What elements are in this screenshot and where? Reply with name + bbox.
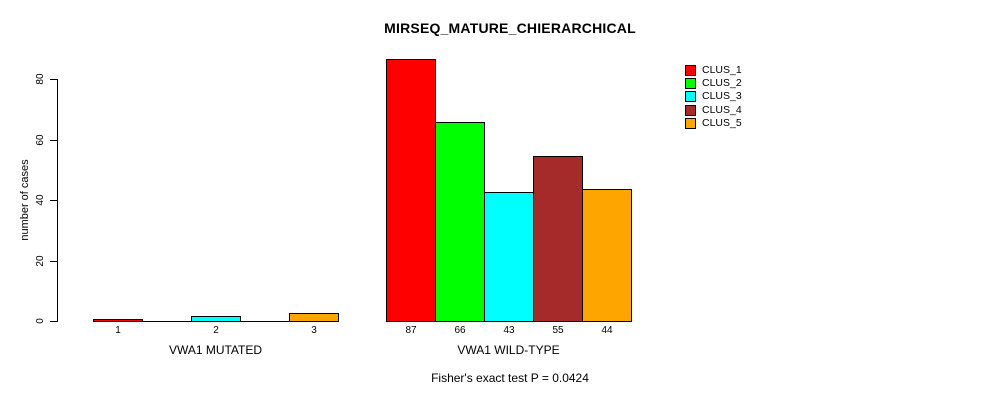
- legend-item: CLUS_4: [685, 104, 742, 116]
- y-axis-tick-label: 40: [35, 194, 46, 206]
- legend-item: CLUS_1: [685, 64, 742, 76]
- legend: CLUS_1 CLUS_2 CLUS_3 CLUS_4 CLUS_5: [685, 64, 805, 134]
- chart-title: MIRSEQ_MATURE_CHIERARCHICAL: [384, 20, 636, 36]
- y-axis-tick-label: 80: [35, 73, 46, 85]
- legend-label: CLUS_5: [702, 117, 742, 129]
- bar-clus_2: [435, 122, 485, 322]
- annotation-pvalue: Fisher's exact test P = 0.0424: [431, 371, 589, 385]
- group-label: VWA1 MUTATED: [168, 343, 263, 357]
- bar-clus_3: [484, 192, 534, 322]
- bar-value-label: 2: [213, 325, 219, 336]
- y-axis-tick: [50, 140, 57, 141]
- bar-value-label: 44: [601, 325, 613, 336]
- legend-swatch-clus_4: [685, 104, 696, 116]
- y-axis-tick: [50, 261, 57, 262]
- legend-swatch-clus_5: [685, 117, 696, 129]
- y-axis-tick-label: 0: [35, 318, 46, 324]
- bar-clus_4: [533, 156, 583, 322]
- bar-value-label: 3: [311, 325, 317, 336]
- legend-label: CLUS_4: [702, 104, 742, 116]
- y-axis-tick-label: 20: [35, 255, 46, 267]
- group-label: VWA1 WILD-TYPE: [457, 343, 560, 357]
- bar-value-label: 87: [405, 325, 417, 336]
- legend-swatch-clus_3: [685, 90, 696, 102]
- y-axis-label: number of cases: [19, 159, 31, 241]
- y-axis-line: [57, 79, 58, 322]
- bar-value-label: 55: [552, 325, 564, 336]
- bar-value-label: 1: [115, 325, 121, 336]
- y-axis-tick: [50, 79, 57, 80]
- legend-swatch-clus_2: [685, 77, 696, 89]
- bar-clus_1: [386, 59, 436, 322]
- bar-clus_1: [93, 319, 143, 322]
- bar-clus_3: [191, 316, 241, 322]
- y-axis-tick: [50, 321, 57, 322]
- y-axis-tick-label: 60: [35, 134, 46, 146]
- legend-swatch-clus_1: [685, 64, 696, 76]
- bar-clus_5: [582, 189, 632, 322]
- y-axis-tick: [50, 200, 57, 201]
- legend-item: CLUS_2: [685, 77, 742, 89]
- legend-label: CLUS_3: [702, 90, 742, 102]
- bar-clus_5: [289, 313, 339, 322]
- legend-label: CLUS_1: [702, 64, 742, 76]
- legend-label: CLUS_2: [702, 77, 742, 89]
- legend-item: CLUS_5: [685, 117, 742, 129]
- legend-item: CLUS_3: [685, 90, 742, 102]
- bar-value-label: 43: [503, 325, 515, 336]
- bar-value-label: 66: [454, 325, 466, 336]
